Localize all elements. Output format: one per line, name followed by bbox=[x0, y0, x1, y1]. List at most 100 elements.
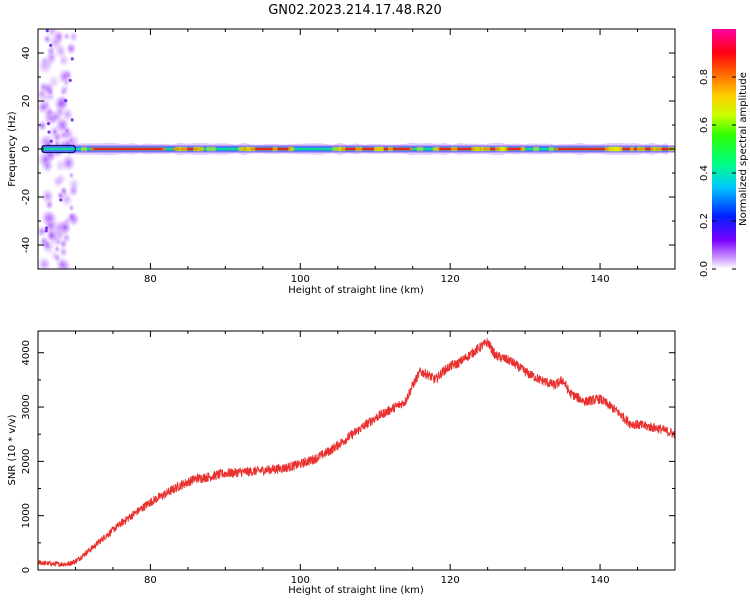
band-fleck bbox=[495, 146, 506, 152]
band-fleck bbox=[629, 146, 634, 152]
noise-speckle bbox=[44, 226, 59, 244]
band-fleck bbox=[179, 146, 188, 152]
noise-speckle bbox=[38, 56, 53, 76]
band-fleck bbox=[548, 146, 554, 152]
spectrogram-y-tick-label: 0 bbox=[21, 146, 32, 152]
noise-speckle-core bbox=[64, 99, 68, 103]
noise-speckle bbox=[67, 211, 77, 223]
noise-speckles bbox=[38, 29, 81, 269]
band-fleck bbox=[387, 146, 393, 152]
noise-speckle bbox=[40, 187, 55, 205]
band-fleck bbox=[197, 146, 204, 152]
colorbar-tick-label: 0.0 bbox=[699, 261, 710, 277]
snr-y-tick-label: 0 bbox=[21, 567, 32, 573]
noise-speckle bbox=[59, 87, 67, 97]
noise-speckle bbox=[38, 119, 48, 132]
band-fleck bbox=[206, 146, 216, 152]
snr-x-tick-label: 100 bbox=[291, 575, 310, 586]
band-fleck bbox=[471, 146, 481, 152]
noise-speckle bbox=[53, 29, 65, 44]
spectrogram-x-tick-label: 100 bbox=[291, 274, 310, 285]
snr-x-tick-label: 120 bbox=[441, 575, 460, 586]
snr-x-ticks: 80 100 120 140 bbox=[37, 331, 676, 586]
spectrogram-x-tick-label: 140 bbox=[591, 274, 610, 285]
noise-speckle bbox=[38, 88, 47, 100]
snr-y-label: SNR (10 * v/v) bbox=[7, 414, 18, 485]
snr-series-line bbox=[38, 338, 675, 568]
noise-speckle bbox=[60, 124, 67, 132]
band-fleck bbox=[193, 146, 200, 152]
noise-speckle bbox=[51, 174, 64, 189]
band-core-peak bbox=[243, 148, 290, 150]
snr-y-tick-label: 2000 bbox=[21, 449, 32, 474]
band-fleck bbox=[81, 146, 87, 152]
spectrogram-y-tick-label: 40 bbox=[21, 47, 32, 60]
band-fleck bbox=[650, 146, 656, 152]
band-fleck bbox=[238, 146, 244, 152]
noise-speckle-core bbox=[44, 229, 48, 233]
colorbar-tick-label: 0.2 bbox=[699, 213, 710, 229]
noise-speckle-core bbox=[70, 118, 74, 122]
snr-y-tick-label: 3000 bbox=[21, 394, 32, 419]
noise-speckle-core bbox=[46, 121, 51, 126]
figure-title: GN02.2023.214.17.48.R20 bbox=[268, 3, 442, 18]
noise-speckle-core bbox=[47, 130, 51, 134]
noise-speckle bbox=[38, 225, 47, 238]
spectrogram-y-tick-label: -40 bbox=[21, 237, 32, 253]
colorbar-tick-label: 0.8 bbox=[699, 69, 710, 85]
colorbar: 0.0 0.2 0.4 0.6 0.8 Normalized spectral ampl… bbox=[699, 29, 749, 277]
snr-y-ticks: 0 1000 2000 3000 4000 bbox=[21, 340, 675, 573]
noise-speckle bbox=[47, 73, 61, 90]
noise-speckle bbox=[65, 41, 77, 56]
noise-speckle bbox=[53, 244, 61, 253]
spectrogram-y-tick-label: -20 bbox=[21, 189, 32, 205]
noise-speckle bbox=[60, 153, 77, 173]
band-fleck bbox=[520, 146, 525, 152]
band-fleck bbox=[332, 146, 342, 152]
snr-x-tick-label: 80 bbox=[144, 575, 157, 586]
snr-y-tick-label: 1000 bbox=[21, 503, 32, 528]
spectrogram-x-tick-label: 120 bbox=[441, 274, 460, 285]
spectrogram-x-label: Height of straight line (km) bbox=[288, 285, 424, 296]
snr-x-label: Height of straight line (km) bbox=[288, 585, 424, 596]
snr-frame bbox=[37, 330, 676, 571]
noise-speckle-core bbox=[49, 43, 53, 47]
colorbar-tick-label: 0.4 bbox=[699, 165, 710, 181]
band-fleck bbox=[373, 146, 384, 152]
spectrogram-x-tick-label: 80 bbox=[144, 274, 157, 285]
noise-speckle bbox=[59, 187, 69, 199]
noise-speckle bbox=[68, 30, 79, 43]
noise-speckle bbox=[64, 70, 72, 79]
colorbar-gradient bbox=[712, 29, 736, 269]
noise-speckle-core bbox=[45, 29, 49, 33]
noise-speckle bbox=[63, 31, 71, 41]
snr-x-tick-label: 140 bbox=[591, 575, 610, 586]
band-fleck bbox=[338, 146, 346, 152]
noise-speckle bbox=[52, 130, 63, 144]
spectrogram-y-label: Frequency (Hz) bbox=[7, 111, 18, 187]
noise-speckle bbox=[61, 232, 72, 244]
spectral-band bbox=[41, 142, 675, 156]
colorbar-ticks: 0.0 0.2 0.4 0.6 0.8 bbox=[699, 69, 736, 277]
noise-speckle bbox=[46, 45, 56, 57]
noise-speckle-core bbox=[68, 78, 72, 83]
noise-speckle bbox=[62, 78, 71, 88]
noise-speckle bbox=[68, 204, 75, 212]
band-fleck bbox=[288, 146, 295, 152]
colorbar-label: Normalized spectral amplitude bbox=[738, 72, 749, 226]
band-core-peak bbox=[175, 148, 200, 150]
band-fleck bbox=[175, 146, 181, 152]
spectrogram-y-ticks: -40 -20 0 20 40 bbox=[21, 28, 675, 270]
snr-y-tick-label: 4000 bbox=[21, 340, 32, 365]
band-fleck bbox=[653, 146, 662, 152]
band-fleck bbox=[481, 146, 491, 152]
band-core-peak bbox=[93, 148, 163, 150]
noise-speckle bbox=[67, 176, 81, 193]
noise-speckle bbox=[41, 153, 51, 165]
band-fleck bbox=[636, 146, 646, 152]
spectrogram-x-ticks: 80 100 120 140 bbox=[37, 29, 676, 285]
band-fleck bbox=[243, 146, 251, 152]
band-fleck bbox=[272, 146, 278, 152]
noise-speckle bbox=[58, 245, 69, 258]
